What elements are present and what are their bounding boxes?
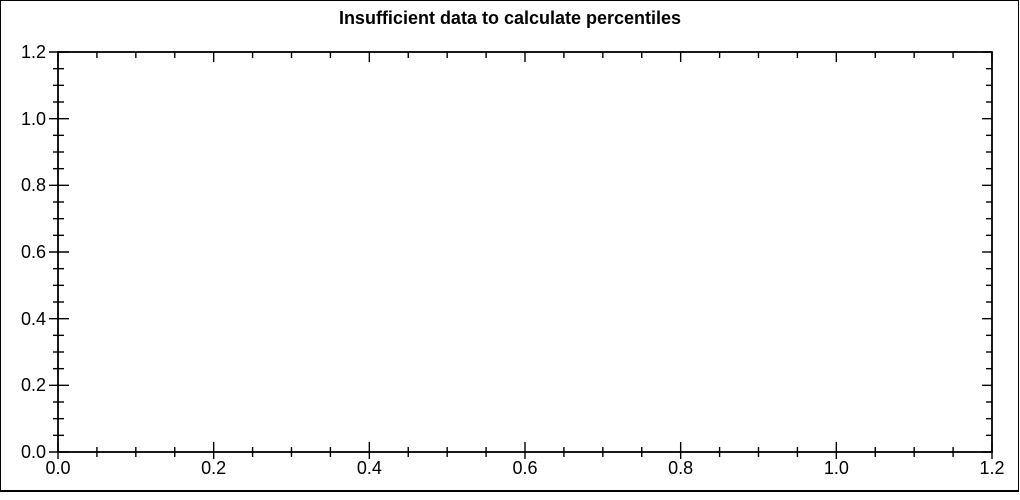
y-tick-label: 0.4 [20,308,46,329]
y-tick-label: 0.6 [20,242,46,262]
plot-frame [57,51,993,453]
x-tick-label: 1.2 [979,458,1005,478]
x-tick-label: 1.0 [823,458,849,478]
chart-title: Insufficient data to calculate percentil… [338,8,682,28]
y-tick-label: 0.8 [20,175,46,196]
y-tick-label: 0.2 [20,375,46,396]
x-tick-label: 0.4 [356,458,382,478]
x-tick-label: 0.0 [45,458,71,478]
y-tick-label: 1.2 [20,42,46,62]
x-tick-label: 0.2 [201,458,227,478]
x-tick-label: 0.6 [512,458,538,478]
y-tick-label: 0.0 [20,442,46,462]
x-tick-label: 0.8 [668,458,694,478]
y-tick-label: 1.0 [20,108,46,129]
